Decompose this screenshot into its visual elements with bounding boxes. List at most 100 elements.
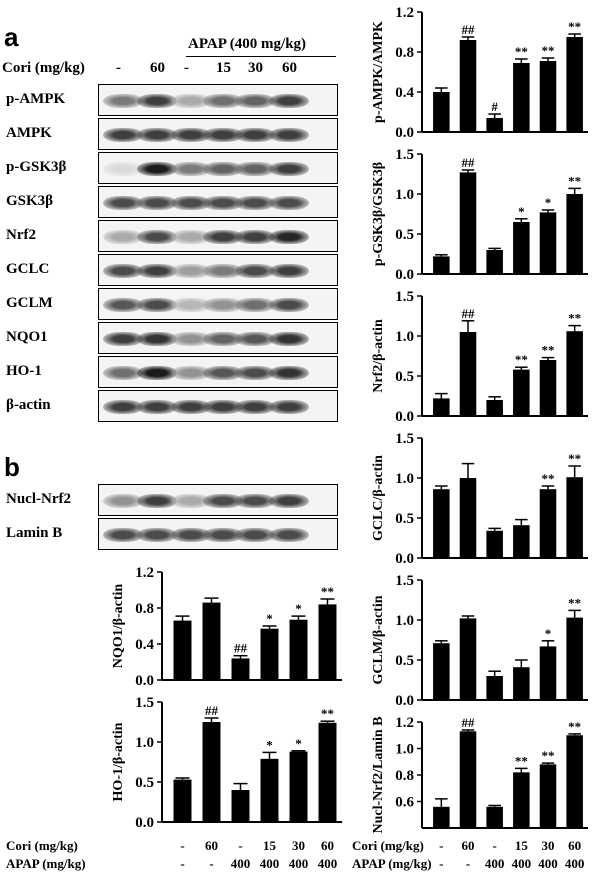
blot-band	[137, 128, 177, 142]
panel-b-letter: b	[4, 452, 20, 482]
bar-chart: 0.0 0.5 1.0 1.5 GCLC/β-actin ** **	[371, 431, 588, 567]
apap-header: APAP (400 mg/kg)	[188, 36, 307, 52]
bar	[539, 646, 557, 700]
blot-band	[203, 494, 243, 508]
y-tick-label: 0.0	[395, 267, 414, 283]
significance-marker: **	[568, 19, 581, 34]
blot-band	[103, 94, 143, 108]
bar	[539, 61, 557, 132]
y-tick-label: 1.0	[135, 735, 154, 751]
blot-strip	[98, 220, 338, 252]
blot-band	[269, 494, 309, 508]
blot-strip	[98, 288, 338, 320]
group-value: 60	[461, 838, 475, 853]
significance-marker: **	[568, 595, 581, 610]
blot-strip	[98, 356, 338, 388]
blot-band	[203, 332, 243, 346]
blot-band	[269, 332, 309, 346]
blot-label: Lamin B	[6, 525, 63, 541]
group-value: 15	[514, 838, 528, 853]
group-value: 30	[541, 838, 555, 853]
apap-header-line	[186, 56, 336, 57]
y-tick-label: 0.0	[395, 409, 414, 425]
significance-marker: **	[321, 706, 334, 721]
significance-marker: **	[568, 311, 581, 326]
blot-band	[171, 528, 211, 542]
blot-band	[171, 128, 211, 142]
bar	[486, 676, 503, 700]
y-tick-label: 0.0	[395, 693, 414, 709]
blot-band	[137, 528, 177, 542]
blot-band	[137, 298, 177, 312]
significance-marker: *	[266, 737, 273, 752]
y-axis-label: Nrf2/β-actin	[371, 319, 386, 393]
y-tick-label: 0.8	[395, 45, 414, 61]
bar	[486, 806, 503, 828]
significance-marker: *	[545, 195, 552, 210]
blot-band	[269, 264, 309, 278]
significance-marker: ##	[462, 155, 476, 170]
cori-label: Cori (mg/kg)	[352, 838, 424, 853]
blot-band	[203, 366, 243, 380]
bar	[513, 772, 530, 828]
blot-band	[103, 494, 143, 508]
y-axis-label: Nucl-Nrf2/Lamin B	[371, 716, 386, 833]
bar	[318, 722, 337, 822]
blot-band	[103, 400, 143, 414]
blot-band	[103, 196, 143, 210]
bar	[289, 619, 308, 680]
y-tick-label: 1.2	[395, 5, 414, 21]
group-value: -	[439, 838, 444, 853]
y-axis-label: GCLC/β-actin	[371, 455, 386, 541]
blot-band	[171, 332, 211, 346]
bar	[566, 194, 583, 274]
bar	[513, 222, 530, 274]
group-value: 15	[263, 838, 276, 853]
blot-band	[269, 196, 309, 210]
blot-band	[203, 196, 243, 210]
blot-band	[203, 162, 243, 176]
bar	[289, 751, 308, 822]
blot-band	[103, 128, 143, 142]
y-tick-label: 0.0	[135, 673, 154, 689]
blot-band	[171, 298, 211, 312]
y-axis-label: p-GSK3β/GSK3β	[371, 162, 386, 266]
group-value: 400	[317, 856, 338, 871]
significance-marker: ##	[462, 22, 476, 37]
significance-marker: *	[295, 601, 302, 616]
y-tick-label: 1.0	[395, 742, 414, 758]
y-tick-label: 1.0	[395, 187, 414, 203]
blot-band	[137, 494, 177, 508]
y-tick-label: 1.5	[135, 695, 154, 711]
group-value: -	[238, 838, 243, 853]
blot-band	[171, 230, 211, 244]
group-value: 30	[292, 838, 305, 853]
blot-band	[103, 332, 143, 346]
blot-band	[103, 298, 143, 312]
y-tick-label: 1.2	[135, 565, 154, 581]
bar-chart: 0.6 0.8 1.0 1.2 Nucl-Nrf2/Lamin B ## ** ** **	[371, 715, 588, 834]
cori-header-label: Cori (mg/kg)	[2, 60, 85, 76]
blot-band	[171, 366, 211, 380]
y-axis-label: p-AMPK/AMPK	[371, 21, 386, 123]
blot-band	[235, 332, 275, 346]
cori-header-value: 15	[216, 60, 231, 76]
blot-band	[137, 162, 177, 176]
blot-band	[137, 230, 177, 244]
blot-strip	[98, 484, 338, 516]
y-axis-label: HO-1/β-actin	[111, 722, 126, 801]
bar	[231, 790, 250, 822]
significance-marker: #	[491, 99, 498, 114]
bar	[260, 628, 279, 680]
blot-label: AMPK	[6, 125, 52, 141]
blot-band	[235, 230, 275, 244]
bar	[539, 360, 557, 416]
y-tick-label: 1.0	[395, 471, 414, 487]
blot-band	[269, 162, 309, 176]
bar	[173, 779, 192, 822]
blot-band	[235, 196, 275, 210]
blot-label: GSK3β	[6, 193, 54, 209]
bar	[539, 764, 557, 828]
y-tick-label: 0.5	[395, 653, 414, 669]
